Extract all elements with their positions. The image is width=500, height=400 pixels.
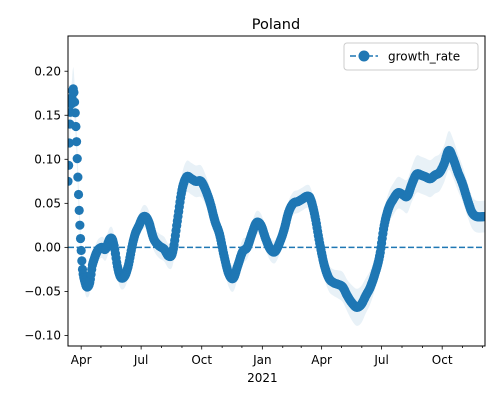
y-tick-label: −0.05 xyxy=(24,285,61,299)
data-point xyxy=(73,172,83,182)
data-point xyxy=(77,256,87,266)
legend: growth_rate xyxy=(343,42,479,71)
data-point xyxy=(75,220,85,230)
data-point xyxy=(69,87,79,98)
x-tick-sublabel: 2021 xyxy=(247,371,278,385)
x-tick-label: Jan xyxy=(252,353,272,367)
data-point xyxy=(480,211,485,222)
series-marker-layer xyxy=(68,84,485,312)
data-point xyxy=(74,205,84,215)
data-point xyxy=(75,233,86,244)
y-axis: −0.10 −0.05 0.00 0.05 0.10 0.15 0.20 xyxy=(24,65,68,343)
y-tick-label: −0.10 xyxy=(24,329,61,343)
y-tick-label: 0.10 xyxy=(34,153,61,167)
y-tick-label: 0.05 xyxy=(34,197,61,211)
legend-box xyxy=(343,42,479,71)
plot-frame xyxy=(67,35,486,347)
data-point xyxy=(69,97,80,107)
x-tick-label: Apr xyxy=(311,353,332,367)
legend-label: growth_rate xyxy=(388,50,460,64)
plot-area xyxy=(68,66,485,326)
data-point xyxy=(73,189,84,200)
x-tick-label: Oct xyxy=(191,353,212,367)
y-tick-label: 0.15 xyxy=(34,109,61,123)
legend-marker-swatch xyxy=(358,50,370,62)
x-tick-label: Jul xyxy=(373,353,388,367)
x-tick-label: Oct xyxy=(432,353,453,367)
x-tick-label: Jul xyxy=(133,353,148,367)
x-axis: Apr Jul Oct Jan 2021 Apr Jul Oct xyxy=(71,346,483,385)
data-point xyxy=(68,160,74,170)
y-tick-label: 0.20 xyxy=(34,65,61,79)
data-point xyxy=(71,121,81,132)
data-point xyxy=(72,154,82,164)
data-point xyxy=(76,245,86,256)
data-point xyxy=(71,137,82,147)
x-tick-label: Apr xyxy=(71,353,92,367)
y-tick-label: 0.00 xyxy=(34,241,61,255)
chart-title: Poland xyxy=(252,17,300,33)
data-point xyxy=(70,108,80,118)
data-point xyxy=(68,176,73,186)
